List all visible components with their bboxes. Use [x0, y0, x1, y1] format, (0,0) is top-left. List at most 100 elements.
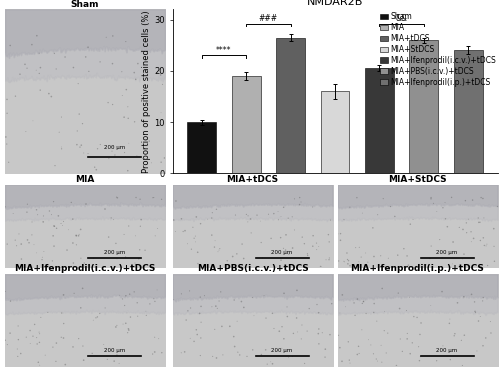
Point [108, 61, 116, 67]
Point [101, 248, 109, 254]
Point [409, 216, 417, 222]
Point [32, 250, 40, 256]
Point [314, 244, 322, 250]
Point [462, 230, 470, 236]
Point [364, 337, 372, 343]
Point [204, 216, 212, 222]
Point [32, 67, 40, 73]
Point [344, 339, 352, 345]
Point [282, 232, 290, 238]
Point [108, 148, 116, 154]
Point [130, 289, 138, 295]
Point [14, 337, 22, 343]
Point [284, 314, 292, 320]
Point [158, 350, 166, 356]
Point [236, 352, 244, 358]
Point [370, 351, 378, 357]
Point [96, 141, 104, 147]
Point [58, 146, 66, 152]
Bar [454, 50, 482, 173]
Point [446, 316, 454, 322]
Point [378, 359, 386, 365]
Point [182, 317, 190, 323]
Point [82, 54, 90, 60]
Point [132, 195, 140, 201]
Point [200, 293, 208, 299]
Point [14, 346, 22, 352]
Point [94, 314, 102, 320]
Point [264, 211, 272, 217]
Point [70, 65, 78, 70]
Point [212, 355, 220, 361]
Point [240, 304, 248, 310]
Point [468, 197, 476, 203]
Point [16, 351, 24, 357]
Point [48, 211, 56, 217]
Point [21, 61, 29, 67]
Point [370, 254, 378, 260]
Point [277, 214, 285, 220]
Point [69, 344, 77, 350]
Point [226, 323, 234, 329]
Point [148, 160, 156, 166]
Point [294, 329, 302, 335]
Point [118, 93, 126, 98]
Point [36, 331, 44, 337]
Point [416, 354, 424, 360]
Point [178, 291, 186, 297]
Point [268, 310, 276, 316]
Point [283, 304, 291, 310]
Point [100, 342, 108, 348]
Point [247, 230, 255, 236]
Point [135, 256, 143, 262]
Point [11, 237, 19, 243]
Point [284, 215, 292, 221]
Point [52, 340, 60, 346]
Point [436, 236, 444, 242]
Point [104, 100, 112, 106]
Point [212, 303, 220, 309]
Point [125, 140, 133, 146]
Point [377, 342, 385, 348]
Point [233, 318, 241, 324]
Point [384, 330, 392, 336]
Point [480, 242, 488, 248]
Point [58, 334, 66, 340]
Title: MIA+PBS(i.c.v.)+tDCS: MIA+PBS(i.c.v.)+tDCS [196, 264, 308, 273]
Point [15, 231, 23, 237]
Point [136, 196, 144, 202]
Point [346, 357, 354, 363]
Point [146, 301, 154, 307]
Point [446, 357, 454, 363]
Point [392, 363, 400, 369]
Point [433, 209, 441, 214]
Point [137, 217, 145, 223]
Point [72, 232, 80, 238]
Point [442, 216, 450, 222]
Point [124, 115, 132, 121]
Point [178, 350, 186, 356]
Point [94, 146, 102, 152]
Point [468, 239, 475, 245]
Point [3, 97, 11, 103]
Point [80, 357, 88, 363]
Point [74, 81, 82, 87]
Point [6, 330, 14, 336]
Point [340, 259, 348, 265]
Point [355, 259, 363, 265]
Point [280, 290, 288, 296]
Point [344, 258, 352, 264]
Point [192, 233, 200, 239]
Point [367, 342, 375, 348]
Point [110, 358, 118, 364]
Point [376, 253, 384, 259]
Point [326, 332, 334, 338]
Point [192, 327, 200, 333]
Point [3, 241, 11, 247]
Point [34, 359, 42, 365]
Point [267, 235, 275, 241]
Point [356, 244, 364, 250]
Point [72, 242, 80, 248]
Point [50, 243, 58, 249]
Point [122, 254, 130, 260]
